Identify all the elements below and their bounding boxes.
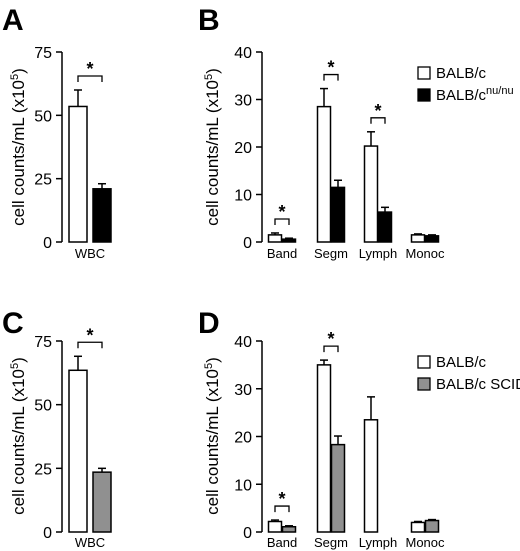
panel-letter: C (2, 307, 24, 340)
bar (377, 211, 393, 243)
bar (267, 520, 283, 533)
category-label: WBC (75, 246, 105, 261)
panel-c: C 0 25 50 75 cell counts/mL (x105) WBC * (2, 307, 112, 550)
significance-bracket (323, 73, 339, 81)
significance-star: * (86, 325, 93, 345)
significance-bracket (77, 341, 103, 349)
category-label: Band (267, 535, 297, 550)
y-tick-label: 10 (234, 477, 252, 494)
category-label: Monoc (405, 246, 445, 261)
significance-star: * (327, 58, 334, 78)
bar (92, 471, 112, 533)
y-tick-label: 40 (234, 334, 252, 351)
category-label: Lymph (359, 535, 398, 550)
significance-star: * (86, 59, 93, 79)
legend-swatch (417, 66, 431, 80)
category-label: Segm (314, 535, 348, 550)
bar (330, 443, 346, 533)
y-axis-label: cell counts/mL (x105) (9, 68, 28, 226)
y-tick-label: 0 (243, 235, 252, 252)
y-tick-label: 20 (234, 430, 252, 447)
bar (281, 238, 297, 243)
y-axis-label: cell counts/mL (x105) (203, 68, 222, 226)
significance-bracket (323, 345, 339, 353)
legend-label: BALB/c (436, 354, 487, 371)
significance-bracket (77, 75, 103, 82)
bar (330, 186, 346, 243)
legend-swatch (417, 377, 431, 391)
significance-bracket (370, 117, 386, 124)
category-label: Segm (314, 246, 348, 261)
significance-star: * (278, 489, 285, 509)
category-label: Lymph (359, 246, 398, 261)
bar (68, 369, 88, 533)
y-tick-label: 0 (43, 235, 52, 252)
panel-a: A 0 25 50 75 cell counts/mL (x105) WBC * (2, 4, 112, 261)
y-tick-label: 30 (234, 93, 252, 110)
y-tick-label: 40 (234, 45, 252, 62)
significance-star: * (278, 202, 285, 222)
bar (316, 105, 332, 243)
bar (363, 419, 379, 533)
bar (424, 519, 440, 533)
panel-letter: B (198, 4, 220, 37)
y-axis-label: cell counts/mL (x105) (203, 357, 222, 515)
y-tick-label: 0 (43, 525, 52, 542)
y-axis-label: cell counts/mL (x105) (9, 357, 28, 515)
y-tick-label: 75 (34, 45, 52, 62)
y-tick-label: 50 (34, 398, 52, 415)
legend-swatch (417, 355, 431, 369)
legend-swatch (417, 88, 431, 102)
panel-d: D 0 10 20 30 40 cell counts/mL (x105) Band Segm L… (198, 307, 520, 550)
y-tick-label: 25 (34, 172, 52, 189)
y-tick-label: 75 (34, 334, 52, 351)
category-label: WBC (75, 535, 105, 550)
bar (92, 188, 112, 243)
category-label: Monoc (405, 535, 445, 550)
y-tick-label: 25 (34, 461, 52, 478)
bar (363, 145, 379, 243)
significance-bracket (274, 505, 290, 513)
significance-bracket (274, 218, 290, 225)
category-label: Band (267, 246, 297, 261)
legend-label: BALB/cnu/nu (436, 85, 514, 104)
panel-letter: A (2, 4, 24, 37)
y-tick-label: 50 (34, 108, 52, 125)
legend-label: BALB/c (436, 65, 487, 82)
bar (267, 234, 283, 243)
bar (68, 105, 88, 243)
bar (410, 521, 426, 533)
panel-b: B 0 10 20 30 40 cell counts/mL (x105) Band Segm L… (198, 4, 514, 261)
bar (281, 525, 297, 533)
y-tick-label: 0 (243, 525, 252, 542)
significance-star: * (374, 101, 381, 121)
y-tick-label: 10 (234, 188, 252, 205)
significance-star: * (327, 329, 334, 349)
y-tick-label: 20 (234, 140, 252, 157)
y-tick-label: 30 (234, 382, 252, 399)
bar (316, 364, 332, 533)
bar (424, 235, 440, 243)
legend-label: BALB/c SCID (436, 376, 520, 393)
bar (410, 234, 426, 243)
panel-letter: D (198, 307, 220, 340)
